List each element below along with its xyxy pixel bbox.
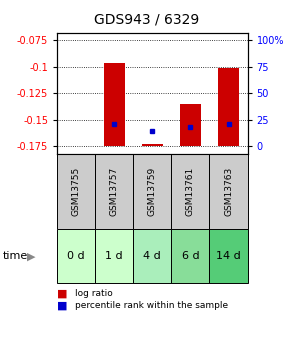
Text: GSM13761: GSM13761 (186, 167, 195, 216)
Text: GSM13763: GSM13763 (224, 167, 233, 216)
Text: 0 d: 0 d (67, 251, 85, 261)
Text: percentile rank within the sample: percentile rank within the sample (75, 301, 228, 310)
Text: GSM13755: GSM13755 (72, 167, 81, 216)
Text: GSM13757: GSM13757 (110, 167, 119, 216)
Text: 6 d: 6 d (182, 251, 199, 261)
Bar (209, 229, 248, 283)
Bar (104, 63, 125, 146)
Bar (95, 229, 133, 283)
Text: ■: ■ (57, 288, 68, 298)
Bar (171, 154, 209, 229)
Text: GSM13759: GSM13759 (148, 167, 157, 216)
Bar (57, 154, 95, 229)
Bar (180, 104, 201, 146)
Bar (209, 154, 248, 229)
Bar (57, 229, 95, 283)
Text: log ratio: log ratio (75, 289, 113, 298)
Text: ■: ■ (57, 300, 68, 310)
Text: 4 d: 4 d (144, 251, 161, 261)
Text: 1 d: 1 d (105, 251, 123, 261)
Text: GDS943 / 6329: GDS943 / 6329 (94, 12, 199, 26)
Bar (218, 68, 239, 146)
Bar (133, 154, 171, 229)
Bar (142, 144, 163, 146)
Text: time: time (3, 251, 28, 261)
Bar (133, 229, 171, 283)
Text: ▶: ▶ (26, 251, 35, 261)
Text: 14 d: 14 d (216, 251, 241, 261)
Bar (95, 154, 133, 229)
Bar (171, 229, 209, 283)
